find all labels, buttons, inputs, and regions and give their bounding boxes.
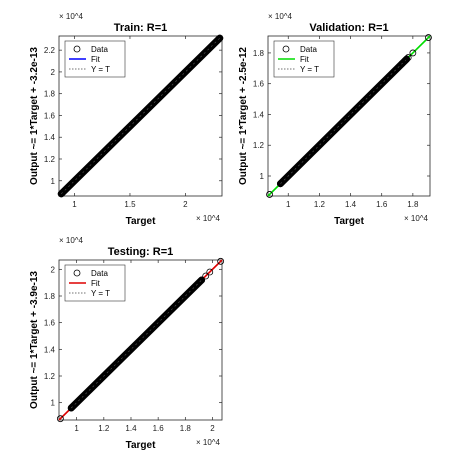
y-tick-label: 1 (260, 172, 265, 181)
y-tick-label: 1.4 (44, 133, 56, 142)
x-tick-label: 1.8 (407, 200, 419, 209)
y-axis-label: Output ~= 1*Target + -2.5e-12 (238, 47, 249, 185)
data-point (56, 415, 64, 423)
data-band (67, 276, 206, 412)
y-tick-label: 2 (51, 265, 56, 274)
x-tick-label: 1.8 (180, 424, 192, 433)
data-point (217, 257, 225, 265)
data-point (409, 49, 417, 57)
legend-fit-label: Fit (300, 55, 310, 64)
y-axis-label: Output ~= 1*Target + -3.2e-13 (29, 47, 40, 185)
legend-data-marker (282, 45, 290, 53)
train-plot: Train: R=1 1 1.5 2 1 1.2 1.4 1.6 1.8 2 2.2 × 10^4 × … (29, 12, 224, 227)
legend-identity-label: Y = T (300, 65, 319, 74)
y-exponent-label: × 10^4 (59, 12, 84, 21)
y-tick-label: 1 (51, 177, 56, 186)
data-point (404, 54, 412, 61)
x-exponent-label: × 10^4 (404, 214, 429, 223)
data-point (216, 34, 224, 42)
x-exponent-label: × 10^4 (196, 438, 221, 447)
y-tick-label: 1.8 (253, 49, 265, 58)
y-axis-label: Output ~= 1*Target + -3.9e-13 (29, 271, 40, 409)
x-axis-label: Target (126, 440, 156, 451)
y-exponent-label: × 10^4 (59, 236, 84, 245)
y-tick-label: 1.6 (44, 319, 56, 328)
legend-data-label: Data (91, 45, 108, 54)
legend-fit-label: Fit (91, 279, 101, 288)
x-tick-label: 2 (210, 424, 215, 433)
data-point (202, 272, 210, 280)
data-point (198, 276, 206, 284)
x-tick-label: 1.2 (314, 200, 326, 209)
legend-data-label: Data (300, 45, 317, 54)
x-tick-label: 1.4 (345, 200, 357, 209)
legend-fit-label: Fit (91, 55, 101, 64)
legend-data-label: Data (91, 269, 108, 278)
x-axis-label: Target (334, 216, 364, 227)
legend-identity-label: Y = T (91, 289, 110, 298)
x-tick-label: 1.6 (376, 200, 388, 209)
data-point (266, 191, 273, 198)
x-tick-label: 1.6 (153, 424, 165, 433)
plot-title: Testing: R=1 (108, 246, 174, 258)
data-band (276, 55, 411, 188)
y-tick-label: 2 (51, 68, 56, 77)
y-tick-label: 1.8 (44, 292, 56, 301)
y-tick-label: 2.2 (44, 46, 56, 55)
data-point (206, 268, 214, 276)
validation-plot: Validation: R=1 1 1.2 1.4 1.6 1.8 1 1.2 1.4 1.6 1.… (238, 12, 432, 227)
y-tick-label: 1 (51, 399, 56, 408)
x-tick-label: 1.4 (125, 424, 137, 433)
data-point (57, 190, 65, 198)
y-tick-label: 1.6 (44, 111, 56, 120)
data-point (67, 404, 75, 412)
x-axis-label: Target (126, 216, 156, 227)
data-point (425, 34, 432, 41)
data-point (277, 180, 284, 188)
y-tick-label: 1.2 (44, 372, 56, 381)
x-exponent-label: × 10^4 (196, 214, 221, 223)
data-point (403, 55, 411, 63)
y-tick-label: 1.4 (44, 345, 56, 354)
legend-identity-label: Y = T (91, 65, 110, 74)
x-tick-label: 1 (72, 200, 77, 209)
y-tick-label: 1.4 (253, 110, 265, 119)
x-tick-label: 1.2 (98, 424, 110, 433)
x-tick-label: 2 (183, 200, 188, 209)
plot-title: Validation: R=1 (309, 22, 388, 34)
x-tick-label: 1.5 (124, 200, 136, 209)
x-tick-label: 1 (74, 424, 79, 433)
y-tick-label: 1.6 (253, 80, 265, 89)
legend-data-marker (73, 45, 81, 53)
data-band-highlight (61, 37, 220, 195)
x-tick-label: 1 (286, 200, 291, 209)
y-tick-label: 1.2 (253, 141, 265, 150)
plot-title: Train: R=1 (114, 22, 168, 34)
data-band-highlight (71, 279, 202, 409)
y-tick-label: 1.8 (44, 90, 56, 99)
y-tick-label: 1.2 (44, 155, 56, 164)
y-exponent-label: × 10^4 (268, 12, 293, 21)
data-band (57, 34, 224, 198)
legend-data-marker (73, 269, 81, 277)
testing-plot: Testing: R=1 1 1.2 1.4 1.6 1.8 2 1 1.2 1.4 1.6 1.8 2… (29, 236, 225, 451)
